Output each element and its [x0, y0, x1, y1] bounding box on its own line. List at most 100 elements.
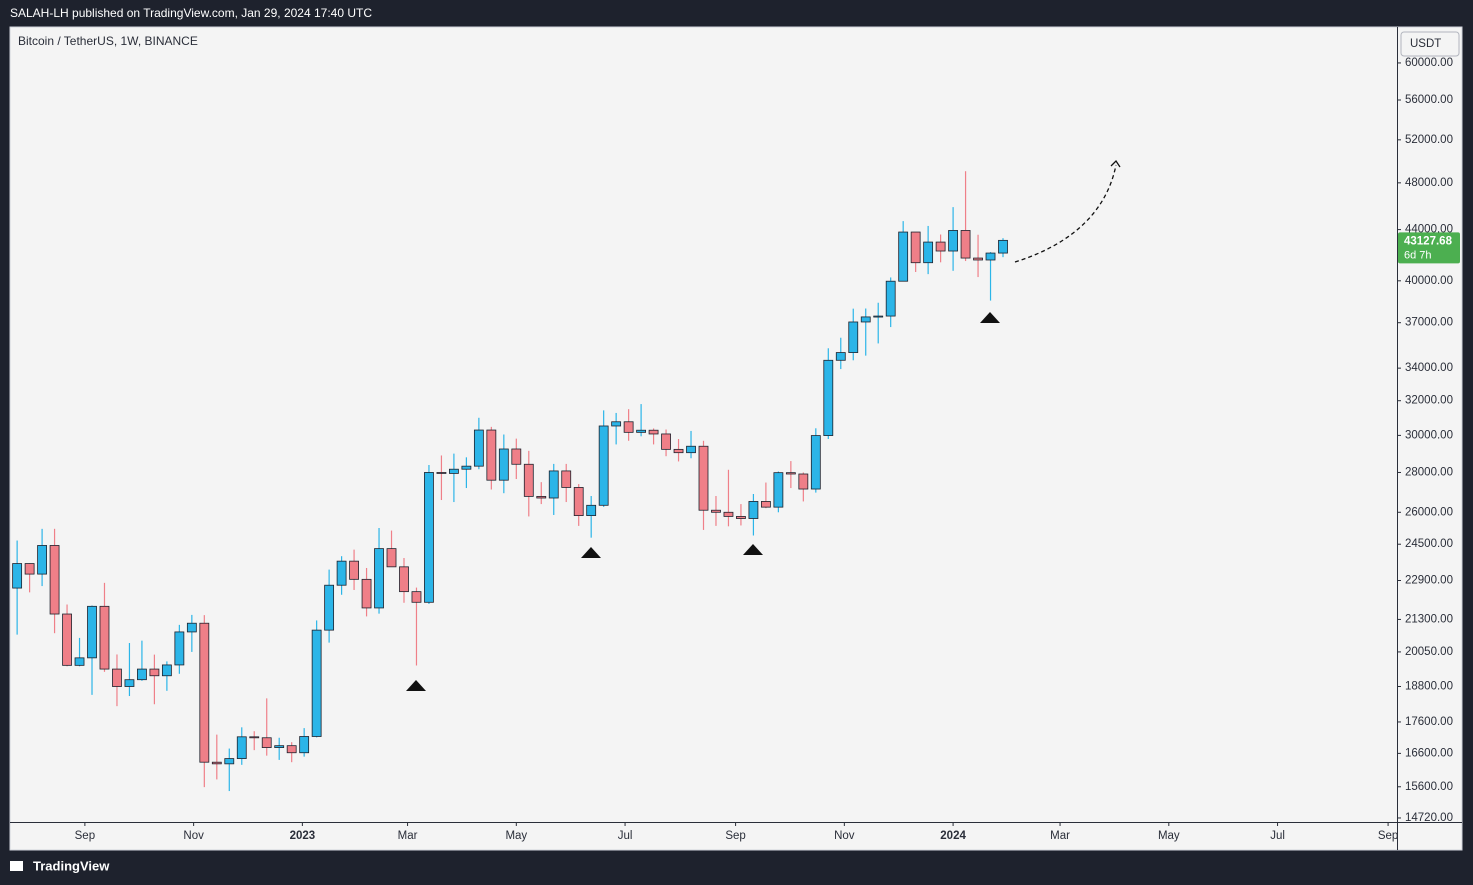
candle-body: [87, 605, 97, 659]
x-tick-label: Jul: [1270, 830, 1285, 842]
candle-body: [648, 429, 659, 435]
candle-body: [598, 425, 609, 506]
candle-body: [835, 352, 846, 361]
candle-body: [486, 429, 497, 481]
candle-body: [424, 472, 434, 603]
candle-body: [286, 745, 297, 754]
chart-title: Bitcoin / TetherUS, 1W, BINANCE: [18, 34, 198, 48]
y-tick-label: 28000.00: [1405, 466, 1453, 478]
candle-body: [873, 315, 884, 318]
x-tick-label: 2023: [290, 830, 316, 842]
candle-body: [536, 496, 547, 499]
candle-body: [186, 622, 197, 633]
x-tick-label: Sep: [75, 830, 95, 842]
y-tick-label: 37000.00: [1405, 317, 1453, 329]
currency-box[interactable]: [1400, 31, 1460, 57]
y-tick-label: 32000.00: [1405, 395, 1453, 407]
candle-body: [411, 591, 422, 603]
candle-body: [711, 509, 721, 513]
candle-body: [399, 566, 409, 593]
candle-body: [137, 668, 147, 681]
x-tick-label: 2024: [940, 830, 966, 842]
candle-body: [24, 563, 35, 575]
countdown: 6d 7h: [1404, 249, 1432, 261]
candle-body: [12, 563, 23, 589]
candle-body: [898, 231, 909, 282]
candle-body: [236, 736, 247, 759]
y-tick-label: 52000.00: [1405, 134, 1453, 146]
candle-body: [374, 548, 384, 609]
candle-body: [511, 448, 522, 465]
brand: TradingView: [10, 858, 110, 873]
candle-body: [211, 761, 222, 765]
candle-body: [760, 501, 771, 508]
triangle-marker: [581, 547, 601, 558]
x-tick-label: Sep: [725, 830, 745, 842]
candle-body: [723, 511, 734, 517]
candle-body: [149, 668, 160, 677]
candle-body: [748, 501, 759, 519]
candle-body: [785, 472, 796, 475]
price-tag: 43127.68 6d 7h: [1398, 232, 1460, 264]
brand-name: TradingView: [33, 858, 110, 873]
y-tick-label: 17600.00: [1405, 716, 1453, 728]
y-tick-label: 14720.00: [1405, 812, 1453, 824]
candle-body: [698, 445, 709, 511]
candle-body: [823, 359, 834, 436]
x-tick-label: Mar: [1050, 830, 1070, 842]
candle-body: [174, 631, 185, 666]
candle-body: [686, 445, 696, 454]
y-tick-label: 18800.00: [1405, 681, 1453, 693]
x-tick-label: May: [1158, 830, 1180, 842]
candle-body: [62, 613, 72, 666]
candle-body: [623, 421, 634, 433]
x-tick-label: Jul: [618, 830, 633, 842]
x-tick-label: Nov: [834, 830, 855, 842]
publisher: SALAH-LH published on TradingView.com, J…: [10, 6, 372, 20]
candle-body: [99, 605, 110, 670]
candle-body: [386, 548, 397, 568]
candle-body: [449, 468, 459, 474]
x-tick-label: Mar: [398, 830, 418, 842]
x-tick-label: Sep: [1378, 830, 1398, 842]
candle-body: [324, 584, 335, 631]
triangle-marker: [743, 544, 763, 555]
candles: [12, 171, 1008, 792]
y-tick-label: 15600.00: [1405, 781, 1453, 793]
candle-body: [498, 448, 509, 481]
candle-body: [49, 545, 60, 615]
projection-arrow: [1014, 164, 1117, 263]
candle-body: [436, 472, 447, 474]
candle-body: [199, 622, 210, 763]
candle-body: [473, 429, 484, 467]
candle-body: [124, 679, 135, 687]
candle-body: [973, 257, 983, 261]
candle-body: [636, 429, 647, 433]
candle-body: [261, 737, 272, 748]
candle-body: [985, 252, 996, 261]
candle-body: [910, 231, 921, 264]
arrow-head: [1110, 159, 1121, 168]
y-tick-label: 40000.00: [1405, 275, 1453, 287]
candle-body: [523, 463, 534, 497]
candle-body: [810, 435, 821, 490]
y-tick-label: 22900.00: [1405, 575, 1453, 587]
candle-body: [586, 504, 597, 517]
x-tick-label: Nov: [183, 830, 204, 842]
y-tick-label: 48000.00: [1405, 177, 1453, 189]
currency: USDT: [1410, 38, 1441, 50]
candle-body: [112, 668, 122, 687]
candle-body: [561, 470, 572, 488]
candle-body: [948, 230, 958, 252]
candle-body: [860, 316, 871, 323]
triangle-marker: [980, 312, 1000, 323]
y-tick-label: 60000.00: [1405, 57, 1453, 69]
price-tag-box: [1398, 232, 1460, 264]
candle-body: [960, 230, 971, 259]
candle-body: [249, 736, 260, 739]
plot-background: [9, 26, 1463, 851]
y-tick-label: 44000.00: [1405, 224, 1453, 236]
x-tick-label: May: [505, 830, 527, 842]
candle-body: [935, 241, 946, 252]
